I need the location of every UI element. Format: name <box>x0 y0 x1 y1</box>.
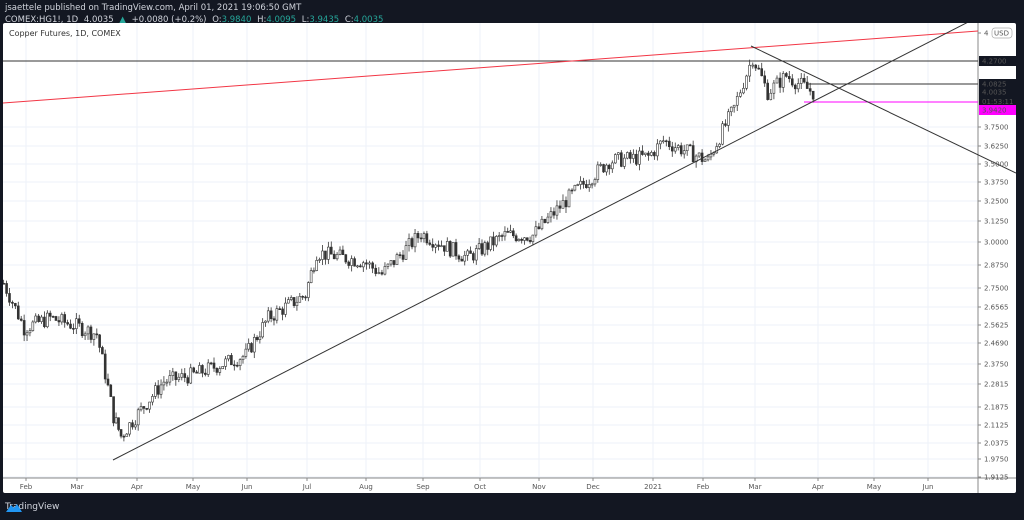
svg-text:Jun: Jun <box>922 483 934 491</box>
high-label: H: <box>257 15 267 25</box>
svg-text:3.5000: 3.5000 <box>984 161 1009 169</box>
svg-text:Aug: Aug <box>359 483 373 491</box>
svg-text:Apr: Apr <box>812 483 824 491</box>
svg-text:Oct: Oct <box>474 483 486 491</box>
last-price: 4.0035 <box>83 15 114 25</box>
svg-text:Feb: Feb <box>20 483 33 491</box>
svg-text:Nov: Nov <box>532 483 546 491</box>
up-arrow-icon: ▲ <box>119 15 126 25</box>
svg-text:3.6250: 3.6250 <box>984 143 1009 151</box>
svg-text:Mar: Mar <box>70 483 83 491</box>
open-value: 3.9840 <box>221 15 252 25</box>
publisher-line: jsaettele published on TradingView.com, … <box>5 3 302 13</box>
high-value: 4.0095 <box>266 15 297 25</box>
svg-text:2.7500: 2.7500 <box>984 285 1009 293</box>
svg-text:Jun: Jun <box>241 483 253 491</box>
svg-text:01:53:11: 01:53:11 <box>982 98 1013 106</box>
brand-label: TradingView <box>5 502 60 512</box>
close-label: C: <box>344 15 354 25</box>
svg-text:2.5625: 2.5625 <box>984 322 1009 330</box>
svg-text:2.1875: 2.1875 <box>984 404 1009 412</box>
svg-text:2.1125: 2.1125 <box>984 422 1009 430</box>
svg-text:2.2815: 2.2815 <box>984 381 1009 389</box>
chart-panel[interactable]: 4 3.7500 3.6250 3.5000 3.3750 3.2500 3.1250 3.0… <box>3 23 1016 493</box>
svg-text:2021: 2021 <box>644 483 662 491</box>
svg-text:1.9125: 1.9125 <box>984 474 1009 482</box>
close-value: 4.0035 <box>353 15 384 25</box>
svg-text:2.0375: 2.0375 <box>984 440 1009 448</box>
price-chart[interactable]: 4 3.7500 3.6250 3.5000 3.3750 3.2500 3.1250 3.0… <box>3 23 1016 493</box>
tradingview-logo-icon <box>6 504 22 512</box>
svg-text:3.9420: 3.9420 <box>982 107 1007 115</box>
chart-header: jsaettele published on TradingView.com, … <box>5 2 386 26</box>
svg-text:3.0000: 3.0000 <box>984 239 1009 247</box>
low-value: 3.9435 <box>309 15 340 25</box>
svg-text:2.6565: 2.6565 <box>984 304 1009 312</box>
red-trendline <box>3 30 979 104</box>
open-label: O: <box>212 15 222 25</box>
low-label: L: <box>301 15 310 25</box>
change-value: +0.0080 (+0.2%) <box>131 15 207 25</box>
svg-text:1.9750: 1.9750 <box>984 456 1009 464</box>
candles <box>3 59 815 442</box>
descending-trendline <box>750 45 1016 174</box>
svg-text:Jul: Jul <box>302 483 312 491</box>
svg-text:3.3750: 3.3750 <box>984 179 1009 187</box>
svg-text:May: May <box>186 483 200 491</box>
svg-text:USD: USD <box>994 30 1009 38</box>
svg-text:2.3750: 2.3750 <box>984 361 1009 369</box>
svg-text:2.4690: 2.4690 <box>984 340 1009 348</box>
svg-text:4.0825: 4.0825 <box>982 81 1007 89</box>
svg-text:3.1250: 3.1250 <box>984 218 1009 226</box>
support-trendline <box>112 23 968 461</box>
svg-text:4.2700: 4.2700 <box>982 58 1007 66</box>
svg-text:Feb: Feb <box>697 483 710 491</box>
svg-text:2.8750: 2.8750 <box>984 262 1009 270</box>
ohlc-line: COMEX:HG1!, 1D 4.0035 ▲ +0.0080 (+0.2%) … <box>5 14 386 26</box>
svg-text:Mar: Mar <box>748 483 761 491</box>
svg-text:3.7500: 3.7500 <box>984 124 1009 132</box>
series-legend: Copper Futures, 1D, COMEX <box>9 29 121 38</box>
svg-text:Dec: Dec <box>586 483 600 491</box>
symbol-label: COMEX:HG1!, 1D <box>5 15 79 25</box>
svg-text:4.0035: 4.0035 <box>982 89 1007 97</box>
svg-text:4: 4 <box>984 30 989 38</box>
footer: TradingView <box>5 502 59 512</box>
svg-text:3.2500: 3.2500 <box>984 198 1009 206</box>
svg-text:May: May <box>867 483 881 491</box>
svg-text:Apr: Apr <box>131 483 143 491</box>
svg-text:Sep: Sep <box>416 483 430 491</box>
